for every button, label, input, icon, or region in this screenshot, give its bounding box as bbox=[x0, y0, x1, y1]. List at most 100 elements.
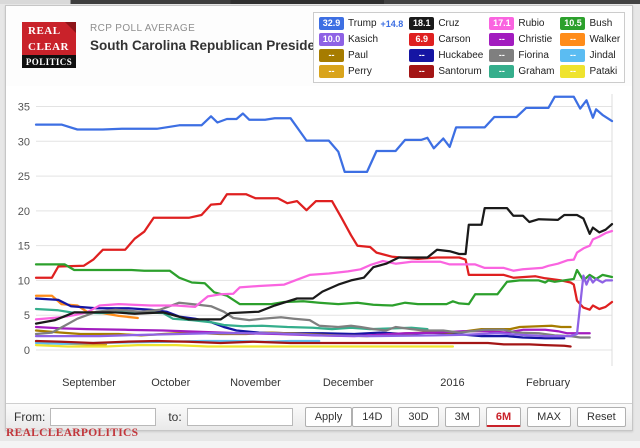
x-axis-label: September bbox=[62, 377, 116, 389]
legend-value-badge: 10.0 bbox=[319, 33, 344, 46]
rcp-logo: REAL CLEAR POLITICS bbox=[22, 22, 76, 68]
legend-item-kasich[interactable]: 10.0 Kasich bbox=[319, 33, 403, 46]
series-line-rubio bbox=[34, 229, 614, 321]
legend-item-paul[interactable]: -- Paul bbox=[319, 49, 403, 62]
apply-button[interactable]: Apply bbox=[304, 407, 353, 427]
legend-candidate-name: Paul bbox=[348, 50, 369, 61]
legend-value-badge: -- bbox=[319, 49, 344, 62]
from-label: From: bbox=[14, 410, 46, 424]
y-tick-label: 20 bbox=[18, 206, 30, 218]
legend-candidate-name: Fiorina bbox=[518, 50, 549, 61]
range-button-reset[interactable]: Reset bbox=[577, 407, 626, 427]
x-axis-labels: September October November December 2016 Febr… bbox=[62, 377, 570, 389]
legend-value-badge: -- bbox=[409, 49, 435, 62]
legend-value-badge: -- bbox=[560, 33, 586, 46]
legend-candidate-name: Kasich bbox=[348, 34, 379, 45]
series-line-kasich bbox=[34, 274, 614, 338]
range-button-14d[interactable]: 14D bbox=[352, 407, 393, 427]
x-axis-label: November bbox=[230, 377, 281, 389]
legend-candidate-name: Walker bbox=[589, 34, 621, 45]
legend-item-huckabee[interactable]: -- Huckabee bbox=[409, 49, 483, 62]
card-header: REAL CLEAR POLITICS RCP POLL AVERAGE Sou… bbox=[6, 6, 632, 86]
logo-line-2: CLEAR bbox=[28, 40, 70, 53]
range-button-6m[interactable]: 6M bbox=[485, 407, 522, 427]
legend-value-badge: 10.5 bbox=[560, 17, 586, 30]
legend-value-badge: -- bbox=[560, 65, 586, 78]
series-line-walker bbox=[34, 294, 139, 320]
legend-item-rubio[interactable]: 17.1 Rubio bbox=[489, 17, 554, 30]
legend-item-fiorina[interactable]: -- Fiorina bbox=[489, 49, 554, 62]
logo-fold-corner bbox=[65, 22, 76, 33]
legend-value-badge: 18.1 bbox=[409, 17, 435, 30]
legend-item-carson[interactable]: 6.9 Carson bbox=[409, 33, 483, 46]
series-line-pataki bbox=[34, 343, 455, 348]
y-tick-label: 30 bbox=[18, 136, 30, 148]
legend-item-pataki[interactable]: -- Pataki bbox=[560, 65, 620, 78]
legend-item-graham[interactable]: -- Graham bbox=[489, 65, 554, 78]
bottom-strip bbox=[0, 441, 640, 448]
x-axis-label: 2016 bbox=[440, 377, 464, 389]
legend-candidate-name: Perry bbox=[348, 66, 372, 77]
series-line-bush bbox=[34, 263, 614, 307]
legend-value-badge: -- bbox=[409, 65, 435, 78]
range-button-3m[interactable]: 3M bbox=[444, 407, 480, 427]
series-line-carson bbox=[34, 193, 614, 311]
legend-candidate-name: Pataki bbox=[589, 66, 618, 77]
legend-value-badge: -- bbox=[489, 33, 515, 46]
legend-value-badge: 17.1 bbox=[489, 17, 515, 30]
from-date-input[interactable] bbox=[50, 408, 157, 426]
date-range-controls: From: to: Apply 14D 30D 3M 6M MAX Reset bbox=[6, 403, 632, 430]
legend-item-walker[interactable]: -- Walker bbox=[560, 33, 620, 46]
series-line-cruz bbox=[34, 206, 614, 325]
legend-value-badge: 32.9 bbox=[319, 17, 344, 30]
series-line-santorum bbox=[34, 339, 572, 348]
series-line-christie bbox=[34, 325, 591, 338]
range-button-group: 14D 30D 3M 6M MAX Reset bbox=[352, 407, 626, 427]
legend-item-perry[interactable]: -- Perry bbox=[319, 65, 403, 78]
x-axis-label: December bbox=[323, 377, 374, 389]
legend-candidate-name: Christie bbox=[518, 34, 553, 45]
legend-candidate-name: Huckabee bbox=[438, 50, 484, 61]
legend-value-badge: 6.9 bbox=[409, 33, 435, 46]
y-tick-label: 15 bbox=[18, 241, 30, 253]
y-tick-label: 0 bbox=[24, 345, 30, 357]
legend-item-bush[interactable]: 10.5 Bush bbox=[560, 17, 620, 30]
to-date-input[interactable] bbox=[186, 408, 293, 426]
legend: 32.9 Trump +14.8 18.1 Cruz 17.1 Rubio 10.5 Bush 1… bbox=[313, 12, 625, 83]
x-axis-label: October bbox=[151, 377, 190, 389]
chart-kicker: RCP POLL AVERAGE bbox=[90, 23, 196, 34]
legend-value-badge: -- bbox=[489, 49, 515, 62]
legend-item-cruz[interactable]: 18.1 Cruz bbox=[409, 17, 483, 30]
browser-edge bbox=[0, 0, 640, 4]
range-button-max[interactable]: MAX bbox=[527, 407, 571, 427]
y-tick-label: 10 bbox=[18, 275, 30, 287]
x-axis-label: February bbox=[526, 377, 571, 389]
y-tick-label: 5 bbox=[24, 310, 30, 322]
poll-chart-svg: 0 5 10 15 20 25 30 35 September October November De… bbox=[18, 94, 614, 389]
legend-candidate-name: Rubio bbox=[518, 18, 545, 29]
legend-item-christie[interactable]: -- Christie bbox=[489, 33, 554, 46]
series-lines bbox=[34, 95, 614, 348]
legend-item-santorum[interactable]: -- Santorum bbox=[409, 65, 483, 78]
legend-value-badge: -- bbox=[560, 49, 586, 62]
series-line-fiorina bbox=[34, 301, 591, 339]
legend-candidate-name: Carson bbox=[438, 34, 471, 45]
series-line-trump bbox=[34, 95, 614, 174]
logo-line-1: REAL bbox=[28, 25, 61, 37]
legend-candidate-name: Trump bbox=[348, 18, 377, 29]
legend-candidate-name: Graham bbox=[518, 66, 555, 77]
legend-candidate-name: Cruz bbox=[438, 18, 460, 29]
legend-candidate-name: Santorum bbox=[438, 66, 482, 77]
rcp-chart-card: REAL CLEAR POLITICS RCP POLL AVERAGE Sou… bbox=[5, 5, 633, 431]
logo-line-3: POLITICS bbox=[22, 55, 76, 68]
y-tick-label: 35 bbox=[18, 102, 30, 114]
legend-item-jindal[interactable]: -- Jindal bbox=[560, 49, 620, 62]
legend-candidate-name: Jindal bbox=[589, 50, 616, 61]
realclearpolitics-watermark: REALCLEARPOLITICS bbox=[6, 427, 139, 439]
legend-item-trump[interactable]: 32.9 Trump +14.8 bbox=[319, 17, 403, 30]
y-tick-label: 25 bbox=[18, 171, 30, 183]
range-button-30d[interactable]: 30D bbox=[398, 407, 439, 427]
poll-chart[interactable]: 0 5 10 15 20 25 30 35 September October November De… bbox=[6, 86, 632, 402]
to-label: to: bbox=[168, 410, 182, 424]
legend-value-badge: -- bbox=[319, 65, 344, 78]
